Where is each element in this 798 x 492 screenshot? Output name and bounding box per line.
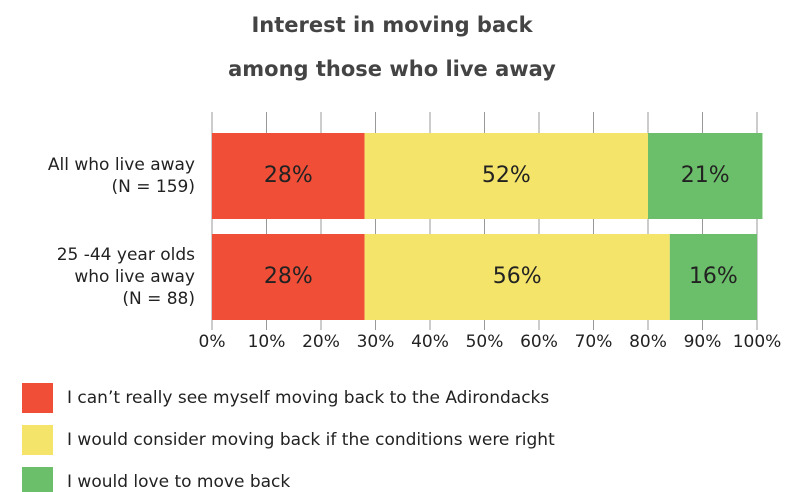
x-tick-label: 40% <box>411 332 449 352</box>
legend-label: I can’t really see myself moving back to… <box>67 388 549 408</box>
value-label: 56% <box>493 264 542 289</box>
value-label: 28% <box>264 163 313 188</box>
y-tick-label: who live away <box>74 267 195 287</box>
legend-swatch <box>22 425 53 455</box>
bar-segment <box>669 234 757 320</box>
bar-segment <box>212 234 365 320</box>
bar-segment <box>364 234 670 320</box>
bar-segment <box>212 133 365 219</box>
x-tick-label: 50% <box>466 332 504 352</box>
bar-segment <box>364 133 648 219</box>
chart-title: Interest in moving back <box>251 13 533 37</box>
legend-swatch <box>22 467 53 492</box>
x-tick-label: 70% <box>575 332 613 352</box>
chart-title: among those who live away <box>228 57 556 81</box>
x-tick-label: 10% <box>248 332 286 352</box>
x-tick-label: 90% <box>684 332 722 352</box>
y-tick-label: (N = 88) <box>122 289 195 309</box>
legend-label: I would love to move back <box>67 472 290 492</box>
legend-swatch <box>22 383 53 413</box>
y-tick-label: 25 -44 year olds <box>57 245 195 265</box>
x-tick-label: 20% <box>302 332 340 352</box>
value-label: 21% <box>681 163 730 188</box>
y-tick-label: (N = 159) <box>112 177 195 197</box>
x-tick-label: 100% <box>733 332 782 352</box>
x-tick-label: 80% <box>629 332 667 352</box>
value-label: 28% <box>264 264 313 289</box>
x-tick-label: 0% <box>199 332 226 352</box>
bar-segment <box>648 133 763 219</box>
x-tick-label: 30% <box>357 332 395 352</box>
value-label: 16% <box>689 264 738 289</box>
value-label: 52% <box>482 163 531 188</box>
x-tick-label: 60% <box>520 332 558 352</box>
y-tick-label: All who live away <box>48 155 195 175</box>
legend-label: I would consider moving back if the cond… <box>67 430 555 450</box>
